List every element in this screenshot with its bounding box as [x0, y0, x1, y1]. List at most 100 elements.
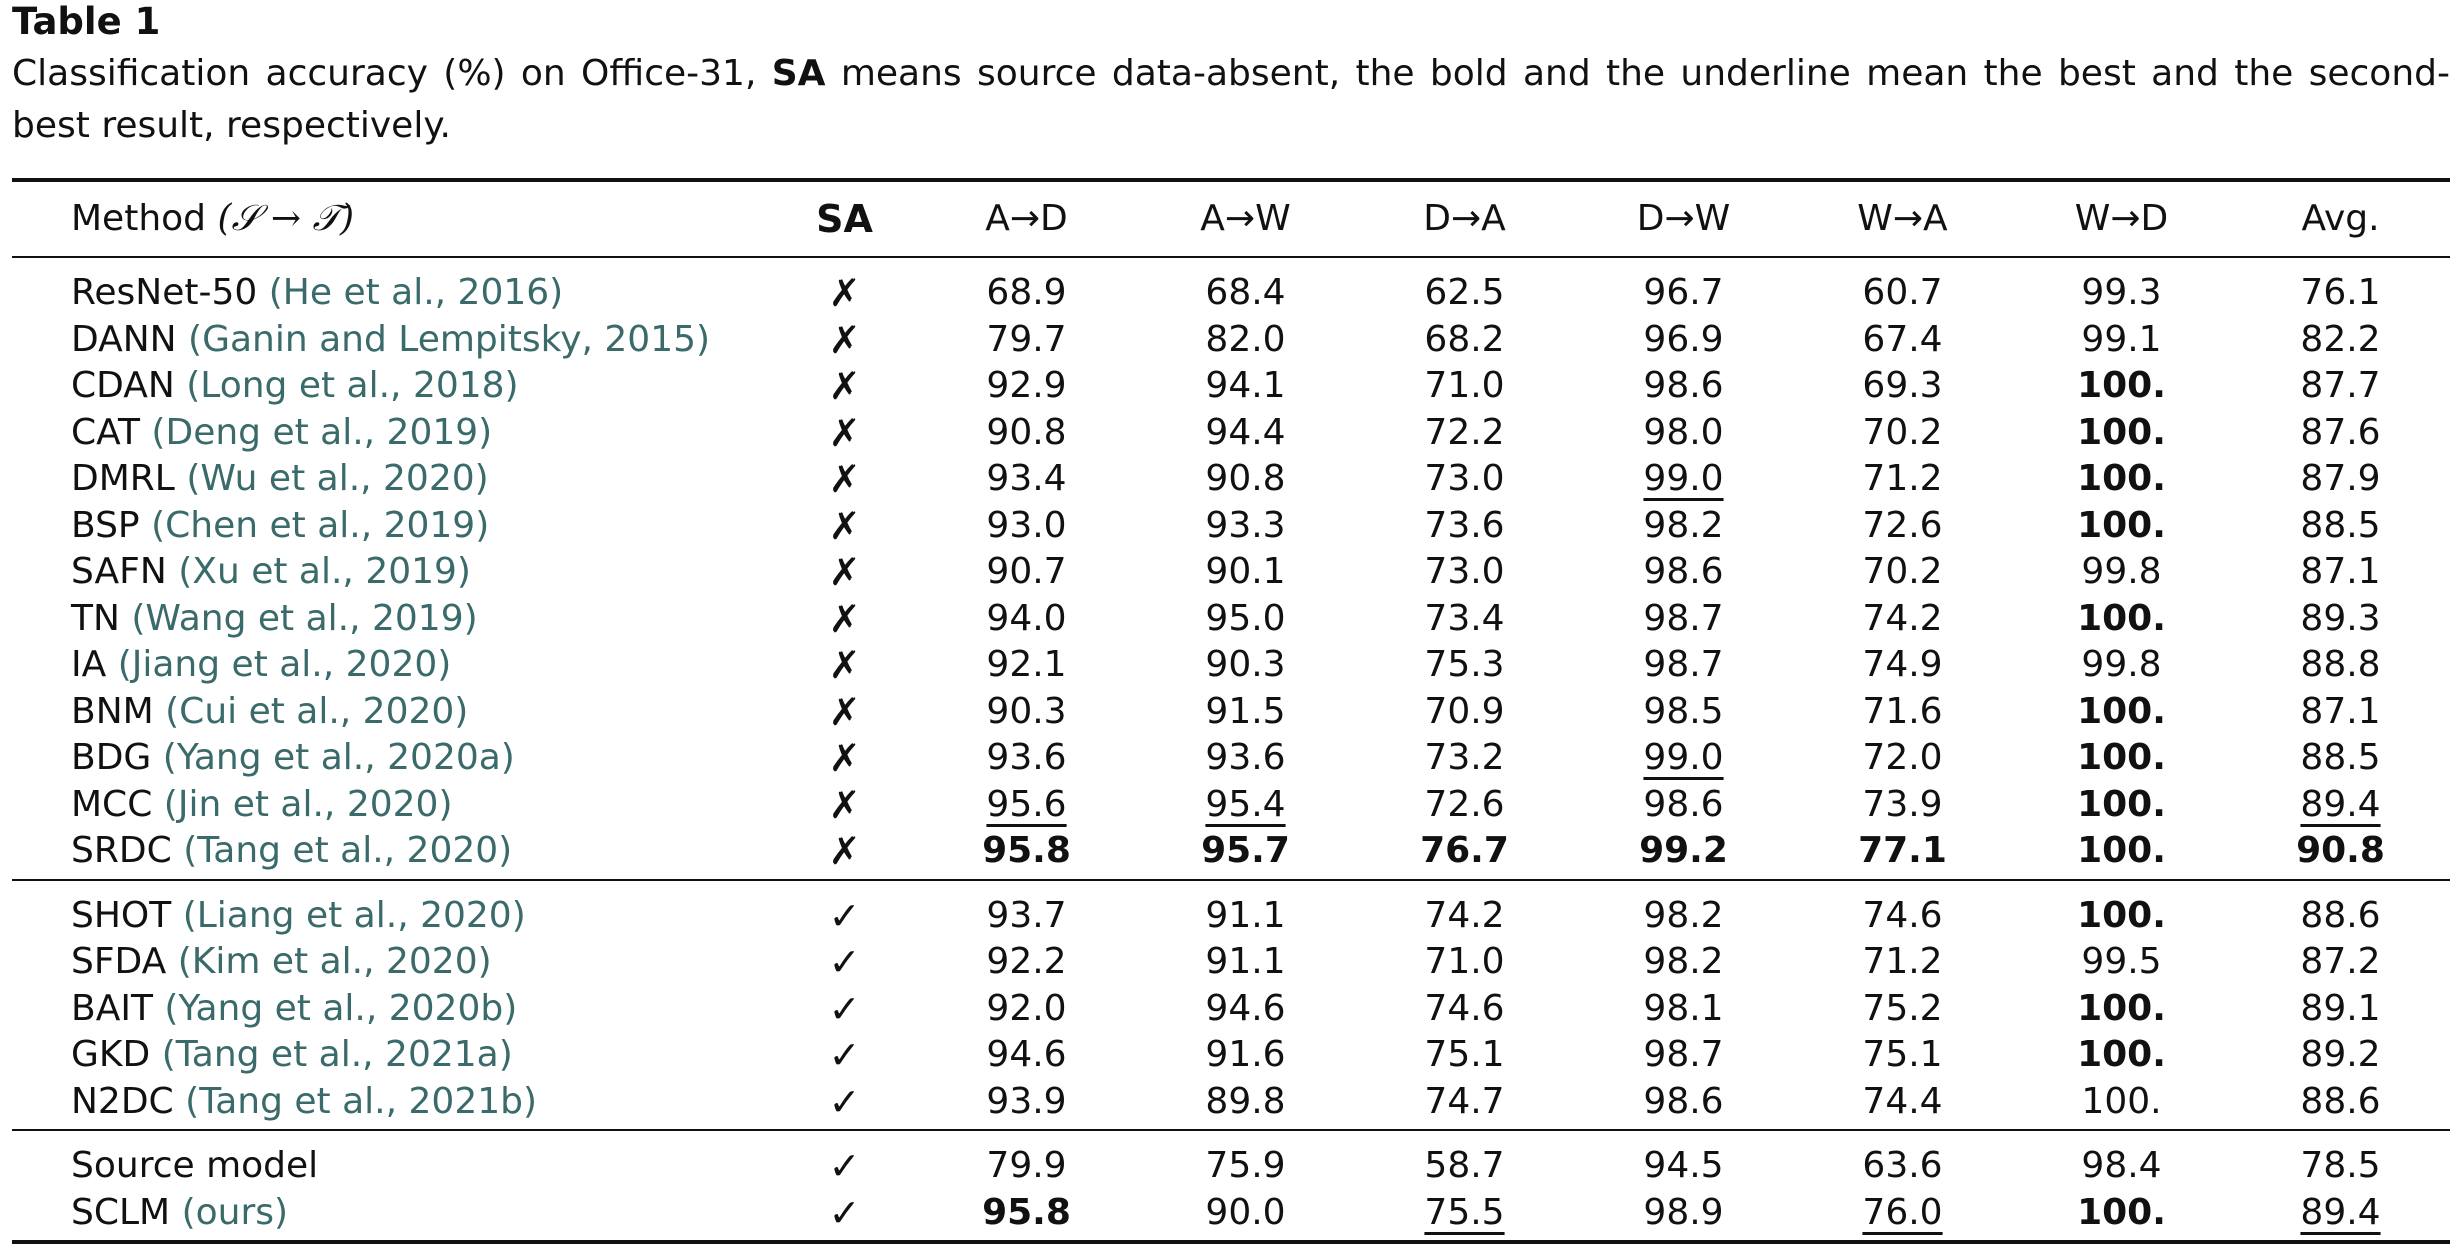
check-mark-icon: ✓	[828, 1079, 861, 1124]
value-cell: 91.5	[1136, 689, 1355, 736]
value-text: 94.5	[1643, 1145, 1724, 1186]
value-cell: 100.	[2012, 986, 2231, 1033]
cross-mark-icon: ✗	[828, 457, 861, 501]
value-text: 99.0	[1643, 737, 1724, 778]
value-text: 94.6	[986, 1034, 1067, 1075]
value-text: 98.6	[1643, 551, 1724, 592]
value-cell: 99.3	[2012, 257, 2231, 317]
value-cell: 74.6	[1355, 986, 1574, 1033]
value-cell: 71.2	[1793, 456, 2012, 503]
value-cell: 95.6	[917, 782, 1136, 829]
method-citation: (He et al., 2016)	[268, 272, 564, 313]
value-text: 98.5	[1643, 690, 1724, 732]
value-cell: 93.6	[1136, 735, 1355, 782]
method-name: N2DC	[71, 1080, 174, 1122]
value-text: 99.0	[1643, 458, 1724, 499]
value-text: 95.7	[1201, 830, 1290, 871]
value-text: 100.	[2077, 1034, 2166, 1075]
value-cell: 76.7	[1355, 828, 1574, 880]
value-cell: 88.5	[2231, 735, 2450, 782]
value-text: 87.7	[2300, 365, 2381, 406]
header-method: Method (𝒮 → 𝒯)	[12, 178, 772, 258]
table-label: Table 1	[12, 0, 161, 43]
method-citation: (Tang et al., 2020)	[183, 830, 513, 871]
value-text: 93.6	[986, 737, 1067, 778]
method-citation: (Cui et al., 2020)	[165, 690, 469, 732]
value-text: 95.8	[982, 1191, 1071, 1233]
table-row: Source model ✓ 79.9 75.9 58.7 94.5 63.6 98.4 78.…	[12, 1129, 2450, 1190]
value-text: 73.9	[1862, 783, 1943, 825]
value-cell: 71.6	[1793, 689, 2012, 736]
value-cell: 99.1	[2012, 317, 2231, 364]
method-citation: (Long et al., 2018)	[186, 365, 519, 406]
value-cell: 72.6	[1355, 782, 1574, 829]
value-text: 94.4	[1205, 411, 1286, 453]
header-col: A→D	[917, 178, 1136, 258]
value-cell: 93.3	[1136, 503, 1355, 550]
table-row: SAFN (Xu et al., 2019) ✗ 90.7 90.1 73.0 98.6 7…	[12, 549, 2450, 596]
value-cell: 87.1	[2231, 549, 2450, 596]
method-name: BDG	[71, 737, 152, 778]
value-text: 60.7	[1862, 272, 1943, 313]
value-cell: 78.5	[2231, 1129, 2450, 1190]
method-cell: DMRL (Wu et al., 2020)	[12, 456, 772, 503]
method-name: MCC	[71, 783, 153, 825]
value-text: 100.	[2077, 504, 2166, 546]
method-cell: BDG (Yang et al., 2020a)	[12, 735, 772, 782]
value-cell: 73.9	[1793, 782, 2012, 829]
method-citation: (Tang et al., 2021b)	[185, 1080, 538, 1122]
value-text: 71.2	[1862, 458, 1943, 499]
method-cell: SRDC (Tang et al., 2020)	[12, 828, 772, 880]
value-cell: 99.2	[1574, 828, 1793, 880]
value-cell: 90.8	[917, 410, 1136, 457]
value-text: 98.6	[1643, 783, 1724, 825]
value-text: 75.3	[1424, 644, 1505, 685]
value-text: 62.5	[1424, 272, 1505, 313]
value-text: 89.1	[2300, 987, 2381, 1029]
value-cell: 70.9	[1355, 689, 1574, 736]
value-cell: 94.1	[1136, 363, 1355, 410]
value-cell: 100.	[2012, 503, 2231, 550]
table-figure: Table 1 Classification accuracy (%) on O…	[12, 0, 2450, 1244]
value-cell: 94.4	[1136, 410, 1355, 457]
cross-mark-icon: ✗	[828, 782, 861, 827]
value-text: 96.7	[1643, 272, 1724, 313]
value-text: 95.6	[986, 783, 1067, 825]
value-cell: 98.7	[1574, 642, 1793, 689]
check-mark-icon: ✓	[772, 878, 917, 939]
value-text: 90.1	[1205, 551, 1286, 592]
value-cell: 93.4	[917, 456, 1136, 503]
value-text: 100.	[2077, 597, 2166, 639]
method-name: IA	[71, 644, 107, 685]
table-row: CDAN (Long et al., 2018) ✗ 92.9 94.1 71.0 98.…	[12, 363, 2450, 410]
value-text: 88.8	[2300, 644, 2381, 685]
method-citation: (Ganin and Lempitsky, 2015)	[188, 318, 711, 360]
method-name: SCLM	[71, 1191, 171, 1233]
check-mark-icon: ✓	[828, 940, 861, 984]
header-col: Avg.	[2231, 178, 2450, 258]
value-cell: 58.7	[1355, 1129, 1574, 1190]
value-cell: 82.2	[2231, 317, 2450, 364]
value-cell: 89.4	[2231, 1189, 2450, 1244]
value-cell: 100.	[2012, 456, 2231, 503]
value-cell: 98.2	[1574, 939, 1793, 986]
value-cell: 68.9	[917, 257, 1136, 317]
value-cell: 98.1	[1574, 986, 1793, 1033]
cross-mark-icon: ✗	[828, 829, 861, 873]
method-citation: (Yang et al., 2020a)	[162, 737, 515, 778]
value-cell: 100.	[2012, 1079, 2231, 1131]
method-cell: SHOT (Liang et al., 2020)	[12, 878, 772, 939]
value-cell: 92.9	[917, 363, 1136, 410]
value-text: 91.5	[1205, 690, 1286, 732]
method-cell: N2DC (Tang et al., 2021b)	[12, 1079, 772, 1131]
method-citation: (Liang et al., 2020)	[182, 894, 526, 936]
value-text: 95.4	[1205, 783, 1286, 825]
header-row: Method (𝒮 → 𝒯) SA A→D A→W D→A D→W W→A W→…	[12, 178, 2450, 258]
value-cell: 98.2	[1574, 878, 1793, 939]
value-cell: 76.0	[1793, 1189, 2012, 1244]
value-cell: 72.0	[1793, 735, 2012, 782]
value-text: 68.2	[1424, 318, 1505, 360]
value-text: 100.	[2077, 411, 2166, 453]
value-text: 76.7	[1420, 830, 1509, 871]
method-name: BSP	[71, 504, 140, 546]
